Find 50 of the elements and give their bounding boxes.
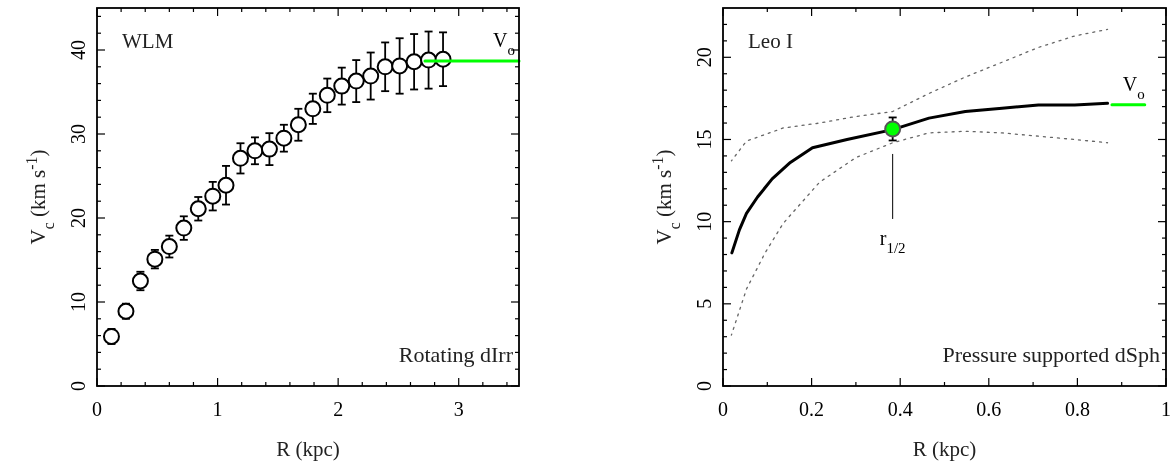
- x-tick-label: 0.2: [799, 398, 825, 420]
- y-tick-label: 0: [693, 381, 715, 391]
- x-tick-label: 0.8: [1064, 398, 1090, 420]
- y-tick-label: 20: [693, 47, 715, 68]
- point: [275, 129, 293, 147]
- y-tick-label: 10: [693, 211, 715, 232]
- x-tick-label: 1: [1161, 398, 1171, 420]
- point: [347, 72, 365, 90]
- point: [333, 77, 351, 95]
- point: [146, 250, 164, 268]
- point: [189, 200, 207, 218]
- point: [204, 187, 222, 205]
- point: [246, 142, 264, 160]
- series-label: V$_{o}$: [493, 28, 515, 58]
- point: [260, 140, 278, 158]
- series-label: V$_{o}$: [1122, 72, 1145, 102]
- point: [131, 272, 149, 290]
- line-series: [730, 101, 1110, 255]
- x-tick-label: 3: [453, 398, 464, 420]
- point: [362, 67, 380, 85]
- text: WLM: [122, 29, 174, 53]
- point: [231, 149, 249, 167]
- annotation: Pressure supported dSph: [942, 342, 1160, 367]
- y-tick-label: 15: [693, 129, 715, 150]
- x-tick-label: 0.4: [887, 398, 913, 420]
- x-tick-label: 1: [212, 398, 223, 420]
- annotation: r$_{1/2}$: [879, 226, 906, 256]
- point: [217, 176, 235, 194]
- line-series: [730, 130, 1109, 336]
- line-series: [730, 28, 1109, 162]
- point: [289, 116, 307, 134]
- annotation: Rotating dIrr: [398, 342, 514, 367]
- y-tick-label: 30: [67, 124, 89, 144]
- point: [376, 58, 394, 76]
- y-tick-label: 20: [67, 208, 89, 228]
- text: Leo I: [748, 29, 793, 53]
- x-tick-label: 2: [333, 398, 344, 420]
- y-tick-label: 40: [67, 40, 89, 60]
- point: [318, 86, 336, 104]
- point: [405, 53, 423, 71]
- y-tick-label: 10: [67, 292, 89, 312]
- y-tick-label: 0: [67, 381, 89, 391]
- x-tick-label: 0.6: [976, 398, 1002, 420]
- point: [391, 57, 409, 75]
- x-axis-title: R (kpc): [276, 437, 340, 461]
- point: [175, 219, 193, 237]
- y-tick-label: 5: [693, 298, 715, 309]
- point: [304, 100, 322, 118]
- point: [160, 238, 178, 256]
- x-axis-title: R (kpc): [912, 437, 977, 461]
